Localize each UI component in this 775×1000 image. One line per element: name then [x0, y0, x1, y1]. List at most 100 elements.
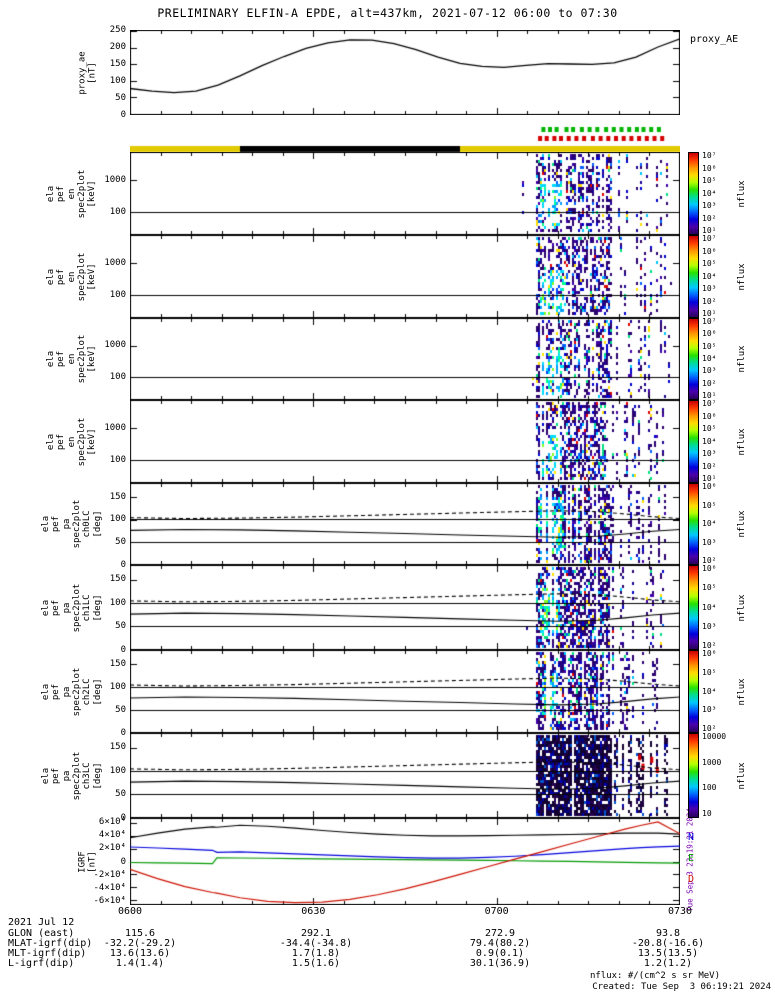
proxy-ae-ytick-label: 100: [109, 76, 126, 86]
igrf-legend-E: E: [688, 853, 695, 864]
en_spec2plot_4-colorbar-tick-label: 10¹: [702, 474, 717, 483]
footer-value: 1.2(1.2): [643, 958, 693, 969]
pa_spec2plot_ch1LC-ytick-label: 150: [109, 574, 126, 585]
pa_spec2plot_ch0LC-colorbar: [688, 483, 699, 565]
en_spec2plot_2-ytick-label: 1000: [104, 257, 126, 268]
footer-row-label: MLAT-igrf(dip): [8, 938, 93, 949]
footer-value: -34.4(-34.8): [279, 938, 353, 949]
en_spec2plot_4-colorbar-tick-label: 10⁶: [702, 411, 717, 421]
en_spec2plot_2-ytick-label: 100: [109, 290, 126, 301]
igrf-legend-N: N: [688, 832, 695, 843]
time-tick-label: 0700: [484, 906, 509, 917]
igrf-ytick-label: -2×10⁴: [93, 869, 126, 880]
footer-value: 115.6: [124, 928, 156, 939]
en_spec2plot_2-colorbar-title: nflux: [736, 262, 747, 291]
footer-row-label: MLT-igrf(dip): [8, 948, 87, 959]
pa_spec2plot_ch1LC-colorbar-tick-label: 10⁶: [702, 564, 717, 573]
pa_spec2plot_ch1LC-ylabel: ela pef pa spec2plot ch1LC [deg]: [40, 583, 103, 632]
en_spec2plot_4-colorbar-tick-label: 10³: [702, 449, 717, 458]
en_spec2plot_4-panel: [130, 400, 680, 483]
time-tick-label: 0630: [301, 906, 326, 917]
pa_spec2plot_ch1LC-colorbar: [688, 565, 699, 650]
en_spec2plot_4-colorbar-tick-label: 10⁷: [702, 399, 717, 408]
en_spec2plot_3-ytick-label: 100: [109, 372, 126, 383]
pa_spec2plot_ch2LC-colorbar-tick-label: 10²: [702, 724, 717, 733]
pa_spec2plot_ch0LC-ytick-label: 50: [115, 537, 126, 548]
footer-value: 1.7(1.8): [291, 948, 341, 959]
footer-value: 79.4(80.2): [469, 938, 531, 949]
pa_spec2plot_ch0LC-ylabel: ela pef pa spec2plot ch0LC [deg]: [40, 499, 103, 549]
footer-value: 13.5(13.5): [637, 948, 699, 959]
footer-value: -20.8(-16.6): [631, 938, 705, 949]
en_spec2plot_1-ylabel: ela pef en spec2plot [keV]: [46, 169, 98, 218]
pa_spec2plot_ch1LC-colorbar-tick-label: 10⁴: [702, 602, 717, 612]
en_spec2plot_2-colorbar: [688, 235, 699, 318]
proxy-ae-ytick-label: 200: [109, 42, 126, 52]
pa_spec2plot_ch3LC-colorbar-tick-label: 100: [702, 783, 717, 793]
en_spec2plot_1-colorbar-tick-label: 10³: [702, 201, 717, 210]
igrf-ytick-label: 4×10⁴: [98, 830, 126, 841]
en_spec2plot_2-colorbar-tick-label: 10¹: [702, 309, 717, 318]
footer-value: 1.5(1.6): [291, 958, 341, 969]
pa_spec2plot_ch1LC-ytick-label: 0: [120, 645, 126, 655]
proxy-ae-ytick-label: 50: [115, 93, 126, 103]
en_spec2plot_1-colorbar-tick-label: 10²: [702, 213, 717, 223]
pa_spec2plot_ch0LC-colorbar-tick-label: 10⁶: [702, 482, 717, 491]
igrf-ytick-label: -6×10⁴: [93, 896, 126, 907]
pa_spec2plot_ch2LC-colorbar-tick-label: 10⁵: [702, 667, 717, 677]
en_spec2plot_4-colorbar-tick-label: 10⁴: [702, 436, 717, 446]
igrf-panel: [130, 818, 680, 905]
en_spec2plot_3-colorbar: [688, 318, 699, 400]
en_spec2plot_1-colorbar-title: nflux: [736, 179, 747, 208]
en_spec2plot_2-colorbar-tick-label: 10⁵: [702, 259, 717, 268]
pa_spec2plot_ch3LC-ylabel: ela pef pa spec2plot ch3LC [deg]: [40, 751, 103, 800]
pa_spec2plot_ch0LC-colorbar-title: nflux: [736, 510, 747, 538]
pa_spec2plot_ch3LC-ytick-label: 150: [109, 742, 126, 753]
footer-value: 272.9: [484, 928, 516, 939]
proxy-ae-ytick-label: 250: [109, 25, 126, 35]
pa_spec2plot_ch2LC-panel: [130, 650, 680, 733]
en_spec2plot_4-colorbar-tick-label: 10⁵: [702, 424, 717, 433]
pa_spec2plot_ch2LC-colorbar-tick-label: 10⁶: [702, 649, 717, 658]
pa_spec2plot_ch1LC-ytick-label: 100: [109, 597, 126, 608]
footer-row-label: L-igrf(dip): [8, 958, 75, 969]
en_spec2plot_2-panel: [130, 235, 680, 318]
pa_spec2plot_ch2LC-ylabel: ela pef pa spec2plot ch2LC [deg]: [40, 667, 103, 716]
pa_spec2plot_ch3LC-colorbar-tick-label: 10: [702, 809, 712, 818]
footer-value: -32.2(-29.2): [103, 938, 177, 949]
pa_spec2plot_ch3LC-colorbar: [688, 733, 699, 818]
pa_spec2plot_ch0LC-ytick-label: 100: [109, 514, 126, 525]
en_spec2plot_1-colorbar-tick-label: 10⁷: [702, 151, 717, 160]
en_spec2plot_3-colorbar-tick-label: 10⁴: [702, 354, 717, 363]
pa_spec2plot_ch0LC-panel: [130, 483, 680, 565]
availability-strip: [130, 122, 680, 154]
en_spec2plot_3-colorbar-tick-label: 10⁵: [702, 341, 717, 351]
igrf-ytick-label: 6×10⁴: [98, 816, 126, 827]
footer-date: 2021 Jul 12: [8, 917, 75, 928]
en_spec2plot_3-colorbar-title: nflux: [736, 345, 747, 373]
en_spec2plot_2-colorbar-tick-label: 10⁶: [702, 246, 717, 256]
pa_spec2plot_ch2LC-colorbar-title: nflux: [736, 677, 747, 706]
en_spec2plot_1-colorbar: [688, 152, 699, 235]
footer-value: 30.1(36.9): [469, 958, 531, 969]
pa_spec2plot_ch2LC-ytick-label: 100: [109, 681, 126, 692]
en_spec2plot_1-colorbar-tick-label: 10¹: [702, 226, 717, 235]
footer-value: 0.9(0.1): [475, 948, 525, 959]
igrf-ytick-label: 0: [120, 856, 126, 867]
plot-title: PRELIMINARY ELFIN-A EPDE, alt=437km, 202…: [157, 6, 618, 20]
en_spec2plot_2-colorbar-tick-label: 10²: [702, 296, 717, 306]
en_spec2plot_2-ylabel: ela pef en spec2plot [keV]: [46, 252, 98, 301]
pa_spec2plot_ch3LC-ytick-label: 0: [120, 813, 126, 823]
en_spec2plot_3-colorbar-tick-label: 10¹: [702, 391, 717, 400]
pa_spec2plot_ch2LC-colorbar: [688, 650, 699, 733]
time-tick-label: 0600: [117, 906, 143, 917]
pa_spec2plot_ch1LC-panel: [130, 565, 680, 650]
en_spec2plot_1-colorbar-tick-label: 10⁴: [702, 188, 717, 198]
pa_spec2plot_ch2LC-ytick-label: 0: [120, 728, 126, 738]
en_spec2plot_1-ytick-label: 1000: [104, 174, 126, 185]
pa_spec2plot_ch1LC-colorbar-tick-label: 10⁵: [702, 583, 717, 593]
pa_spec2plot_ch0LC-colorbar-tick-label: 10⁴: [702, 519, 717, 528]
en_spec2plot_3-panel: [130, 318, 680, 400]
pa_spec2plot_ch2LC-ytick-label: 150: [109, 658, 126, 669]
